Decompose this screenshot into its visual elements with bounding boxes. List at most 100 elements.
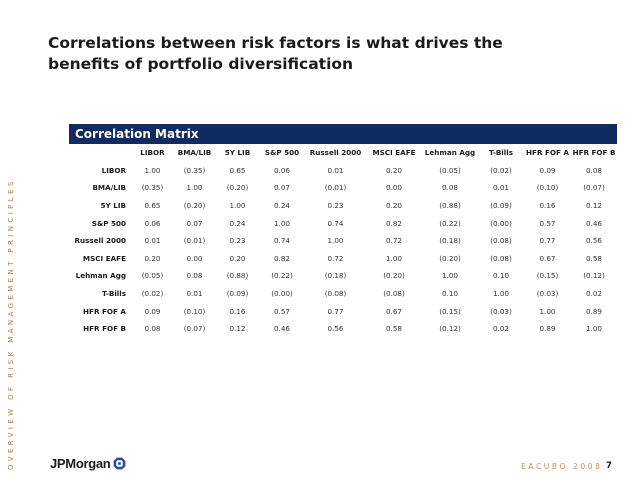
correlation-cell: 0.09: [144, 306, 161, 316]
correlation-cell: 0.89: [585, 306, 602, 316]
column-header: BMA/LIB: [177, 148, 212, 158]
correlation-cell: 0.24: [273, 201, 290, 211]
table-row: T-Bills (0.02) 0.01 (0.09) (0.00) (0.08) (0.08…: [69, 285, 617, 303]
correlation-cell: 0.20: [229, 253, 246, 263]
correlation-cell: (0.08): [490, 253, 512, 263]
correlation-cell: 0.00: [385, 183, 402, 193]
correlation-cell: 0.67: [539, 253, 556, 263]
correlation-cell: 1.00: [273, 218, 290, 228]
correlation-cell: 0.08: [441, 183, 458, 193]
correlation-cell: 0.06: [273, 165, 290, 175]
table-row: Lehman Agg (0.05) 0.08 (0.88) (0.22) (0.18) (0…: [69, 267, 617, 285]
correlation-cell: 1.00: [327, 236, 344, 246]
correlation-cell: (0.08): [490, 236, 512, 246]
table-row: S&P 500 0.06 0.07 0.24 1.00 0.74 0.82 (0.22) (0.…: [69, 214, 617, 232]
correlation-cell: 0.01: [492, 183, 509, 193]
column-header: HFR FOF B: [572, 148, 616, 158]
correlation-cell: 1.00: [539, 306, 556, 316]
correlation-cell: 0.08: [186, 271, 203, 281]
correlation-cell: 0.07: [186, 218, 203, 228]
row-label: 5Y LIB: [100, 201, 126, 211]
correlation-cell: (0.35): [141, 183, 164, 193]
correlation-cell: (0.12): [439, 324, 461, 334]
correlation-cell: (0.15): [536, 271, 559, 281]
header-row: LIBOR BMA/LIB 5Y LIB S&P 500 Russell 200…: [69, 144, 617, 162]
correlation-cell: (0.20): [439, 253, 461, 263]
correlation-cell: 0.77: [327, 306, 344, 316]
column-header: T-Bills: [489, 148, 513, 158]
correlation-cell: (0.05): [439, 165, 461, 175]
correlation-cell: 0.72: [385, 236, 402, 246]
row-label: LIBOR: [101, 165, 126, 175]
row-label: T-Bills: [102, 289, 126, 299]
correlation-cell: (0.05): [141, 271, 164, 281]
correlation-cell: (0.20): [183, 201, 206, 211]
correlation-cell: 0.01: [186, 289, 203, 299]
table-row: HFR FOF B 0.08 (0.07) 0.12 0.46 0.56 0.58 (0.12…: [69, 320, 617, 338]
page-number: 7: [606, 461, 612, 471]
correlation-cell: 0.46: [585, 218, 602, 228]
correlation-cell: (0.10): [183, 306, 206, 316]
correlation-cell: (0.02): [141, 289, 164, 299]
correlation-cell: 0.58: [585, 253, 602, 263]
row-label: HFR FOF B: [83, 324, 126, 334]
correlation-cell: 1.00: [186, 183, 203, 193]
correlation-cell: 0.20: [144, 253, 161, 263]
octagon-logo-icon: [114, 457, 126, 470]
correlation-cell: (0.22): [439, 218, 461, 228]
correlation-cell: 0.82: [385, 218, 402, 228]
correlation-cell: 0.20: [385, 201, 402, 211]
table-row: MSCI EAFE 0.20 0.00 0.20 0.82 0.72 1.00 (0.20) (…: [69, 250, 617, 268]
correlation-cell: (0.35): [183, 165, 206, 175]
correlation-cell: (0.88): [226, 271, 249, 281]
correlation-cell: 0.65: [144, 201, 161, 211]
correlation-cell: (0.07): [183, 324, 206, 334]
correlation-cell: 0.82: [273, 253, 290, 263]
correlation-cell: (0.20): [383, 271, 405, 281]
column-header: Russell 2000: [309, 148, 362, 158]
correlation-cell: 0.02: [492, 324, 509, 334]
column-header: LIBOR: [140, 148, 165, 158]
correlation-cell: 0.12: [229, 324, 246, 334]
column-header: MSCI EAFE: [372, 148, 416, 158]
correlation-cell: 0.00: [186, 253, 203, 263]
correlation-cell: 0.10: [441, 289, 458, 299]
slide-title: Correlations between risk factors is wha…: [48, 34, 503, 73]
correlation-cell: 0.20: [385, 165, 402, 175]
correlation-cell: 0.23: [229, 236, 246, 246]
correlation-cell: 0.02: [585, 289, 602, 299]
column-header: HFR FOF A: [526, 148, 569, 158]
correlation-cell: (0.03): [536, 289, 559, 299]
correlation-matrix: Correlation Matrix LIBOR BMA/LIB 5Y LIB …: [69, 124, 617, 338]
correlation-cell: 0.65: [229, 165, 246, 175]
correlation-cell: 1.00: [229, 201, 246, 211]
correlation-cell: (0.10): [536, 183, 559, 193]
correlation-cell: (0.09): [490, 201, 512, 211]
side-caption: OVERVIEW OF RISK MANAGEMENT PRINCIPLES: [7, 178, 15, 470]
correlation-cell: (0.01): [324, 183, 347, 193]
correlation-cell: (0.07): [583, 183, 605, 193]
column-header: 5Y LIB: [224, 148, 251, 158]
correlation-cell: (0.12): [583, 271, 605, 281]
row-label: Russell 2000: [74, 236, 126, 246]
matrix-title: Correlation Matrix: [69, 124, 617, 144]
correlation-cell: (0.00): [271, 289, 293, 299]
correlation-cell: 0.58: [385, 324, 402, 334]
correlation-cell: 0.12: [585, 201, 602, 211]
correlation-table: LIBOR BMA/LIB 5Y LIB S&P 500 Russell 200…: [69, 144, 617, 338]
correlation-cell: 0.23: [327, 201, 344, 211]
correlation-cell: 0.57: [539, 218, 556, 228]
correlation-cell: (0.02): [490, 165, 512, 175]
correlation-cell: 0.57: [273, 306, 290, 316]
correlation-cell: (0.08): [383, 289, 405, 299]
correlation-cell: (0.22): [271, 271, 293, 281]
correlation-cell: 0.01: [327, 165, 344, 175]
correlation-cell: 0.74: [327, 218, 344, 228]
correlation-cell: 0.72: [327, 253, 344, 263]
correlation-cell: (0.08): [324, 289, 347, 299]
row-label: MSCI EAFE: [82, 253, 126, 263]
correlation-cell: 0.77: [539, 236, 556, 246]
correlation-cell: 0.74: [273, 236, 290, 246]
row-label: Lehman Agg: [75, 271, 126, 281]
correlation-cell: 0.08: [144, 324, 161, 334]
